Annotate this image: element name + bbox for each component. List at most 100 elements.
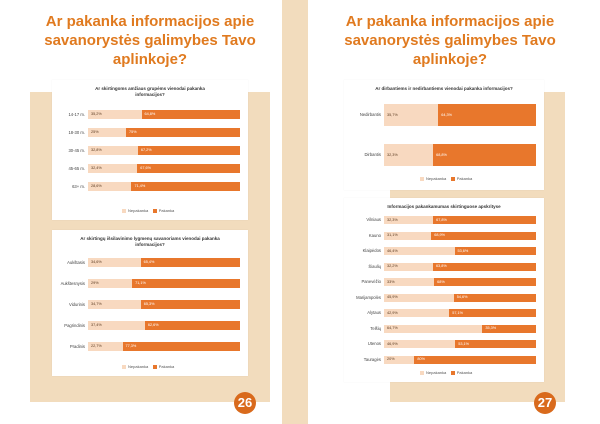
row-label: 63+ m. [72, 183, 85, 189]
legend-item-a: Nepakanka [128, 364, 149, 369]
bar-value-label: 53,1% [458, 341, 470, 346]
bar-value-label: 54,6% [456, 295, 468, 299]
bar-value-label: 68,9% [434, 233, 446, 237]
bar-nepakanka: 29% [88, 279, 133, 288]
bar-value-label: 77,3% [125, 344, 137, 348]
bar-nepakanka: 45,9% [384, 293, 454, 302]
bar-nepakanka: 32,3% [384, 216, 434, 224]
bar-pakanka: 65,4% [140, 258, 240, 267]
row-label: Telšių [370, 325, 381, 331]
row-label: Pradinis [69, 343, 85, 349]
bar-value-label: 37,4% [91, 323, 102, 327]
bar-value-label: 71,4% [134, 184, 146, 188]
bar-pakanka: 63,8% [432, 262, 536, 271]
bar-pakanka: 67,2% [137, 146, 240, 155]
row-label: Kauno [368, 232, 381, 238]
bar-value-label: 67,6% [140, 166, 152, 170]
page-title: Ar pakanka informacijos apie savanorystė… [344, 13, 556, 68]
age-chart-card: Ar skirtingoms amžiaus grupėms vienodai … [52, 80, 248, 220]
bar-nepakanka: 34,6% [88, 258, 141, 267]
bar-value-label: 32,3% [387, 152, 398, 157]
bar-value-label: 64,3% [441, 112, 453, 117]
bar-value-label: 42,9% [387, 310, 398, 315]
bar-value-label: 68,8% [436, 152, 447, 157]
bar-value-label: 46,9% [387, 341, 398, 346]
right-page: Ar pakanka informacijos apie savanorystė… [300, 0, 600, 424]
chart-legend: Nepakanka Pakanka [420, 176, 472, 181]
bar-nepakanka: 32,4% [88, 164, 138, 173]
bar-nepakanka: 34,7% [88, 300, 141, 309]
row-label: 18-30 m. [68, 129, 85, 135]
bar-value-label: 71,1% [135, 281, 146, 285]
bar-pakanka: 64,8% [141, 110, 240, 119]
bar-value-label: 34,7% [91, 302, 102, 306]
page-title: Ar pakanka informacijos apie savanorystė… [44, 13, 256, 68]
row-label: Nedirbantis [359, 112, 381, 117]
bar-pakanka: 65,3% [140, 300, 240, 309]
bar-value-label: 31,1% [387, 233, 398, 237]
bar-pakanka: 80% [414, 355, 536, 364]
bar-value-label: 32,2% [387, 264, 398, 268]
bar-value-label: 57,1% [452, 310, 463, 315]
legend-item-a: Nepakanka [426, 370, 447, 375]
chart-legend: Nepakanka Pakanka [122, 364, 174, 369]
bar-value-label: 32,3% [387, 217, 398, 222]
bar-nepakanka: 33% [384, 278, 435, 286]
bar-value-label: 29% [91, 281, 99, 285]
bar-nepakanka: 25% [88, 128, 126, 137]
bar-value-label: 22,7% [91, 344, 102, 348]
bar-value-label: 32,8% [91, 148, 102, 152]
chart-legend: Nepakanka Pakanka [420, 370, 472, 375]
row-label: Aukštasis [67, 259, 85, 265]
bar-nepakanka: 20% [384, 355, 415, 364]
bar-nepakanka: 35,2% [88, 110, 142, 119]
chart-legend: Nepakanka Pakanka [122, 208, 174, 213]
bar-pakanka: 68,9% [431, 231, 536, 240]
page-number: 27 [534, 392, 556, 414]
bar-nepakanka: 46,9% [384, 340, 456, 348]
bar-pakanka: 57,1% [449, 309, 536, 317]
row-label: Tauragės [363, 356, 381, 362]
bar-value-label: 65,3% [143, 302, 155, 306]
bar-nepakanka: 22,7% [88, 342, 123, 351]
bar-value-label: 68% [437, 279, 445, 284]
bar-nepakanka: 42,9% [384, 309, 450, 317]
bar-pakanka: 68% [434, 278, 536, 286]
row-label: Vilniaus [366, 217, 381, 222]
bar-value-label: 20% [387, 357, 395, 361]
left-page: Ar pakanka informacijos apie savanorystė… [30, 0, 300, 424]
bar-pakanka: 67,6% [137, 164, 240, 173]
bar-nepakanka: 31,1% [384, 231, 432, 240]
bar-pakanka: 68,8% [433, 144, 536, 166]
bar-pakanka: 54,6% [453, 293, 536, 302]
bar-pakanka: 75% [126, 128, 240, 137]
bar-value-label: 28,6% [91, 184, 102, 188]
bar-value-label: 46,4% [387, 248, 398, 253]
legend-item-a: Nepakanka [128, 208, 149, 213]
row-label: Alytaus [367, 310, 381, 315]
bar-value-label: 35,7% [387, 112, 398, 117]
bar-nepakanka: 32,2% [384, 262, 433, 271]
bar-value-label: 62,6% [147, 323, 159, 327]
bar-value-label: 64,7% [387, 326, 398, 330]
bar-pakanka: 67,8% [433, 216, 536, 224]
chart-title: Informacijos pakankamumas skirtinguose a… [387, 204, 501, 209]
row-label: Vidurinis [69, 301, 85, 307]
legend-item-a: Nepakanka [426, 176, 447, 181]
row-label: Panevėžio [361, 279, 381, 284]
bar-pakanka: 64,3% [438, 104, 536, 126]
bar-value-label: 25% [91, 130, 99, 134]
bar-value-label: 67,2% [140, 148, 152, 152]
row-label: Utenos [367, 341, 381, 346]
education-chart-card: Ar skirtingų išsilavinimo lygmenų savano… [52, 230, 248, 376]
chart-title: Ar skirtingoms amžiaus grupėms vienodai … [95, 86, 205, 97]
bar-nepakanka: 32,8% [88, 146, 138, 155]
bar-value-label: 63,8% [435, 264, 447, 268]
bar-pakanka: 71,4% [131, 182, 240, 191]
legend-item-b: Pakanka [158, 208, 175, 213]
bar-nepakanka: 37,4% [88, 321, 145, 330]
bar-pakanka: 53,1% [455, 340, 536, 348]
county-chart-card: Informacijos pakankamumas skirtinguose a… [344, 198, 544, 382]
bar-value-label: 32,4% [91, 166, 102, 170]
legend-item-b: Pakanka [456, 176, 473, 181]
